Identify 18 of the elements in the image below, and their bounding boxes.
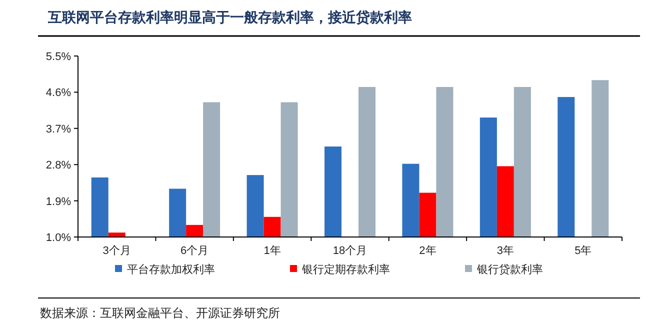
x-tick-label: 2年 [419, 245, 436, 257]
y-tick-label: 1.9% [46, 196, 72, 208]
y-tick-label: 3.7% [46, 123, 72, 136]
y-tick-label: 2.8% [46, 160, 72, 172]
x-tick-label: 3个月 [102, 245, 131, 257]
legend-label: 平台存款加权利率 [127, 263, 215, 276]
x-tick-label: 5年 [574, 245, 592, 257]
y-tick-label: 1.0% [46, 232, 72, 244]
y-tick-label: 5.5% [46, 51, 72, 63]
x-tick-label: 18个月 [332, 245, 368, 257]
source-note: 数据来源：互联网金融平台、开源证券研究所 [40, 306, 280, 320]
legend-label: 银行贷款利率 [476, 263, 543, 276]
y-tick-label: 4.6% [46, 87, 72, 100]
x-tick-label: 6个月 [180, 245, 209, 257]
x-tick-label: 3年 [496, 245, 514, 257]
x-tick-label: 1年 [264, 245, 281, 257]
legend-label: 银行定期存款利率 [301, 263, 390, 276]
chart-title: 互联网平台存款利率明显高于一般存款利率，接近贷款利率 [47, 9, 412, 26]
